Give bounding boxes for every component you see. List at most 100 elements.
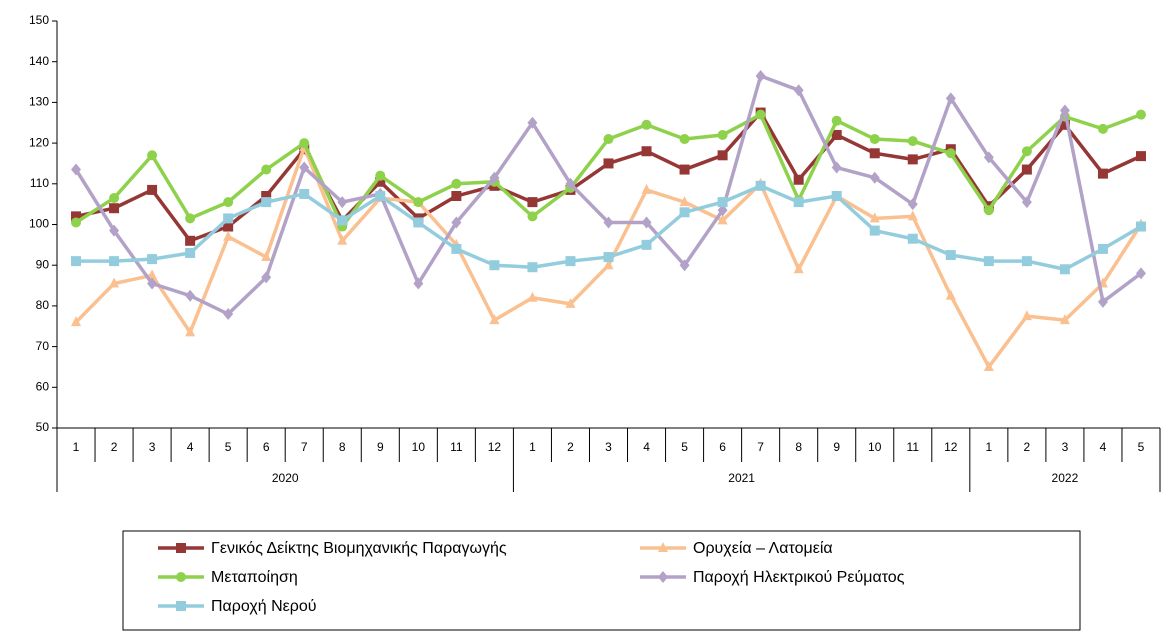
marker — [831, 115, 842, 126]
marker — [1135, 221, 1146, 232]
marker — [337, 234, 348, 245]
marker — [565, 177, 576, 190]
x-tick-label: 9 — [377, 440, 384, 454]
marker — [907, 233, 918, 244]
marker — [527, 116, 538, 129]
marker — [1097, 123, 1108, 134]
marker — [1021, 146, 1032, 157]
marker — [451, 216, 462, 229]
x-tick-label: 5 — [681, 440, 688, 454]
marker — [185, 289, 196, 302]
marker — [451, 243, 462, 254]
marker — [71, 211, 82, 222]
marker — [1135, 267, 1146, 280]
marker — [983, 256, 994, 267]
marker — [375, 170, 386, 181]
legend-marker — [176, 543, 186, 553]
x-tick-label: 2 — [111, 440, 118, 454]
marker — [945, 92, 956, 105]
marker — [641, 183, 652, 194]
marker — [1059, 264, 1070, 275]
x-tick-label: 10 — [412, 440, 426, 454]
marker — [489, 314, 500, 325]
y-tick-label: 100 — [29, 217, 49, 231]
marker — [717, 204, 728, 217]
y-tick-label: 140 — [29, 54, 49, 68]
legend-marker — [176, 601, 186, 611]
marker — [945, 148, 956, 159]
marker — [261, 251, 272, 262]
marker — [679, 207, 690, 218]
legend-label: Παροχή Ηλεκτρικού Ρεύματος — [693, 569, 905, 586]
x-tick-label: 1 — [986, 440, 993, 454]
marker — [983, 205, 994, 216]
marker — [1097, 295, 1108, 308]
marker — [337, 215, 348, 226]
marker — [1097, 243, 1108, 254]
x-tick-label: 6 — [263, 440, 270, 454]
marker — [71, 163, 82, 176]
y-tick-label: 70 — [36, 339, 50, 353]
marker — [907, 136, 918, 147]
marker — [1059, 119, 1070, 130]
marker — [641, 119, 652, 130]
marker — [793, 84, 804, 97]
marker — [907, 198, 918, 211]
x-tick-label: 10 — [868, 440, 882, 454]
marker — [1059, 314, 1070, 325]
x-tick-label: 7 — [757, 440, 764, 454]
y-tick-label: 130 — [29, 95, 49, 109]
marker — [413, 217, 424, 228]
marker — [983, 151, 994, 164]
marker — [185, 213, 196, 224]
y-tick-label: 80 — [36, 298, 50, 312]
marker — [489, 260, 500, 271]
marker — [907, 154, 918, 165]
x-tick-label: 9 — [833, 440, 840, 454]
marker — [337, 196, 348, 209]
marker — [755, 69, 766, 82]
x-tick-label: 2 — [1024, 440, 1031, 454]
marker — [109, 256, 120, 267]
y-tick-label: 120 — [29, 135, 49, 149]
x-tick-label: 5 — [225, 440, 232, 454]
legend-marker — [658, 571, 668, 583]
marker — [185, 247, 196, 258]
marker — [147, 184, 158, 195]
marker — [565, 256, 576, 267]
x-tick-label: 6 — [719, 440, 726, 454]
marker — [451, 178, 462, 189]
marker — [527, 197, 538, 208]
x-tick-label: 1 — [73, 440, 80, 454]
marker — [261, 191, 272, 202]
marker — [147, 277, 158, 290]
marker — [603, 216, 614, 229]
marker — [109, 193, 120, 204]
marker — [261, 197, 272, 208]
x-tick-label: 11 — [907, 440, 920, 454]
marker — [1021, 256, 1032, 267]
marker — [793, 174, 804, 185]
marker — [831, 129, 842, 140]
marker — [565, 297, 576, 308]
x-tick-label: 11 — [450, 440, 463, 454]
x-tick-label: 5 — [1138, 440, 1145, 454]
x-group-label: 2022 — [1052, 471, 1079, 485]
legend-marker — [658, 542, 668, 552]
x-tick-label: 3 — [1062, 440, 1069, 454]
marker — [679, 259, 690, 272]
marker — [869, 171, 880, 184]
marker — [375, 191, 386, 202]
marker — [603, 259, 614, 270]
marker — [831, 161, 842, 174]
y-tick-label: 90 — [36, 257, 50, 271]
marker — [223, 197, 234, 208]
marker — [755, 109, 766, 120]
marker — [109, 277, 120, 288]
marker — [907, 210, 918, 221]
marker — [603, 134, 614, 145]
marker — [147, 254, 158, 265]
marker — [793, 197, 804, 208]
marker — [603, 158, 614, 169]
marker — [869, 212, 880, 223]
